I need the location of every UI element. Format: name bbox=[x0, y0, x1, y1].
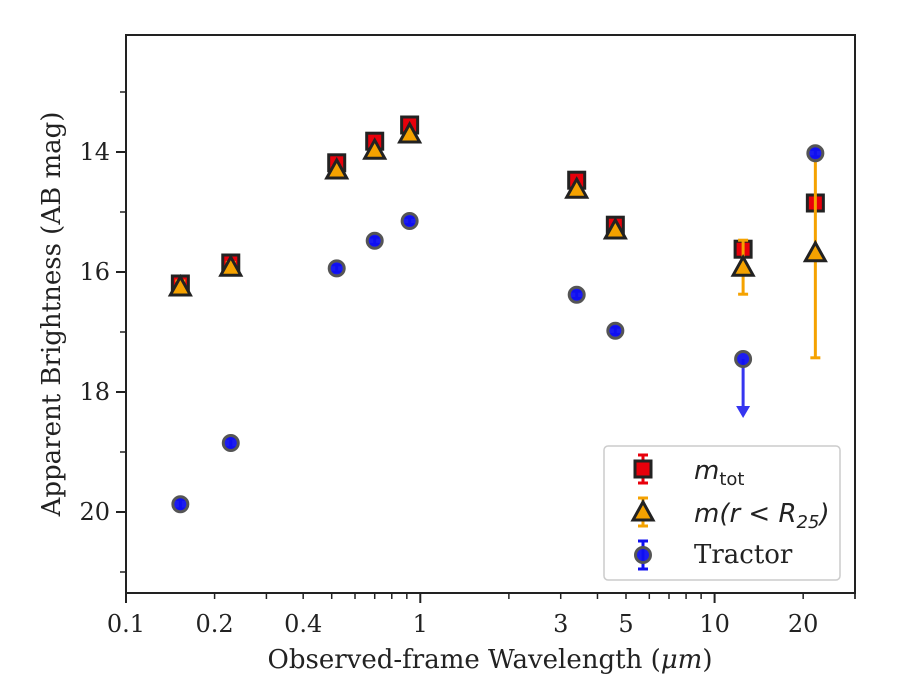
y-axis-label: Apparent Brightness (AB mag) bbox=[37, 112, 67, 518]
legend-label-mtot: mtot bbox=[694, 456, 744, 490]
plot-frame bbox=[125, 34, 856, 594]
data-point-triangle bbox=[362, 137, 388, 160]
x-axis-label-unit: μm bbox=[661, 645, 703, 675]
series-circle-group bbox=[171, 144, 825, 514]
y-tick-label: 16 bbox=[79, 258, 110, 286]
series-square-group bbox=[170, 115, 825, 294]
data-point-triangle bbox=[602, 216, 628, 240]
data-point-circle bbox=[606, 321, 625, 340]
data-point-circle bbox=[365, 231, 384, 250]
x-tick-label: 10 bbox=[699, 610, 730, 638]
y-tick-label: 18 bbox=[79, 378, 110, 406]
data-point-circle bbox=[400, 212, 419, 230]
data-point-triangle bbox=[397, 120, 423, 144]
data-point-triangle bbox=[564, 176, 590, 199]
x-axis-label-main: Observed-frame Wavelength ( bbox=[268, 645, 661, 675]
legend-label-mr25: m(r < R25) bbox=[694, 499, 830, 533]
data-point-circle bbox=[567, 285, 586, 304]
legend-marker-circle bbox=[634, 546, 652, 564]
data-point-triangle bbox=[324, 156, 350, 180]
data-point-triangle bbox=[218, 254, 244, 277]
data-layer bbox=[167, 115, 828, 514]
x-axis-ticks: 0.1 0.2 0.4 1 3 5 10 20 bbox=[107, 593, 856, 638]
data-point-triangle bbox=[730, 254, 756, 277]
data-point-triangle bbox=[167, 273, 193, 297]
x-tick-label: 0.4 bbox=[284, 610, 322, 638]
data-point-circle bbox=[327, 259, 346, 278]
legend-label-tractor: Tractor bbox=[694, 540, 793, 570]
y-tick-label: 14 bbox=[79, 138, 110, 166]
legend-frame bbox=[603, 445, 841, 581]
series-triangle-group bbox=[167, 120, 828, 360]
data-point-triangle bbox=[802, 239, 828, 263]
x-tick-label: 0.1 bbox=[107, 610, 145, 638]
data-point-circle bbox=[171, 495, 190, 514]
x-tick-label: 1 bbox=[413, 610, 428, 638]
data-point-circle bbox=[221, 434, 240, 452]
upper-limit-arrowhead bbox=[736, 406, 751, 418]
x-tick-label: 0.2 bbox=[196, 610, 234, 638]
x-axis-label-end: ) bbox=[702, 645, 712, 675]
x-tick-label: 20 bbox=[788, 610, 819, 638]
legend-marker-square bbox=[633, 459, 653, 479]
data-point-circle bbox=[734, 350, 753, 368]
legend-marker-triangle bbox=[630, 498, 656, 522]
x-axis-label: Observed-frame Wavelength (μm) bbox=[268, 645, 713, 675]
y-tick-label: 20 bbox=[79, 498, 110, 526]
legend-markers bbox=[630, 453, 656, 571]
legend: mtot m(r < R25) Tractor bbox=[603, 445, 841, 581]
x-tick-label: 3 bbox=[553, 610, 568, 638]
y-axis-ticks: 14 16 18 20 bbox=[79, 91, 126, 573]
x-tick-label: 5 bbox=[618, 610, 633, 638]
data-point-circle bbox=[806, 144, 825, 163]
